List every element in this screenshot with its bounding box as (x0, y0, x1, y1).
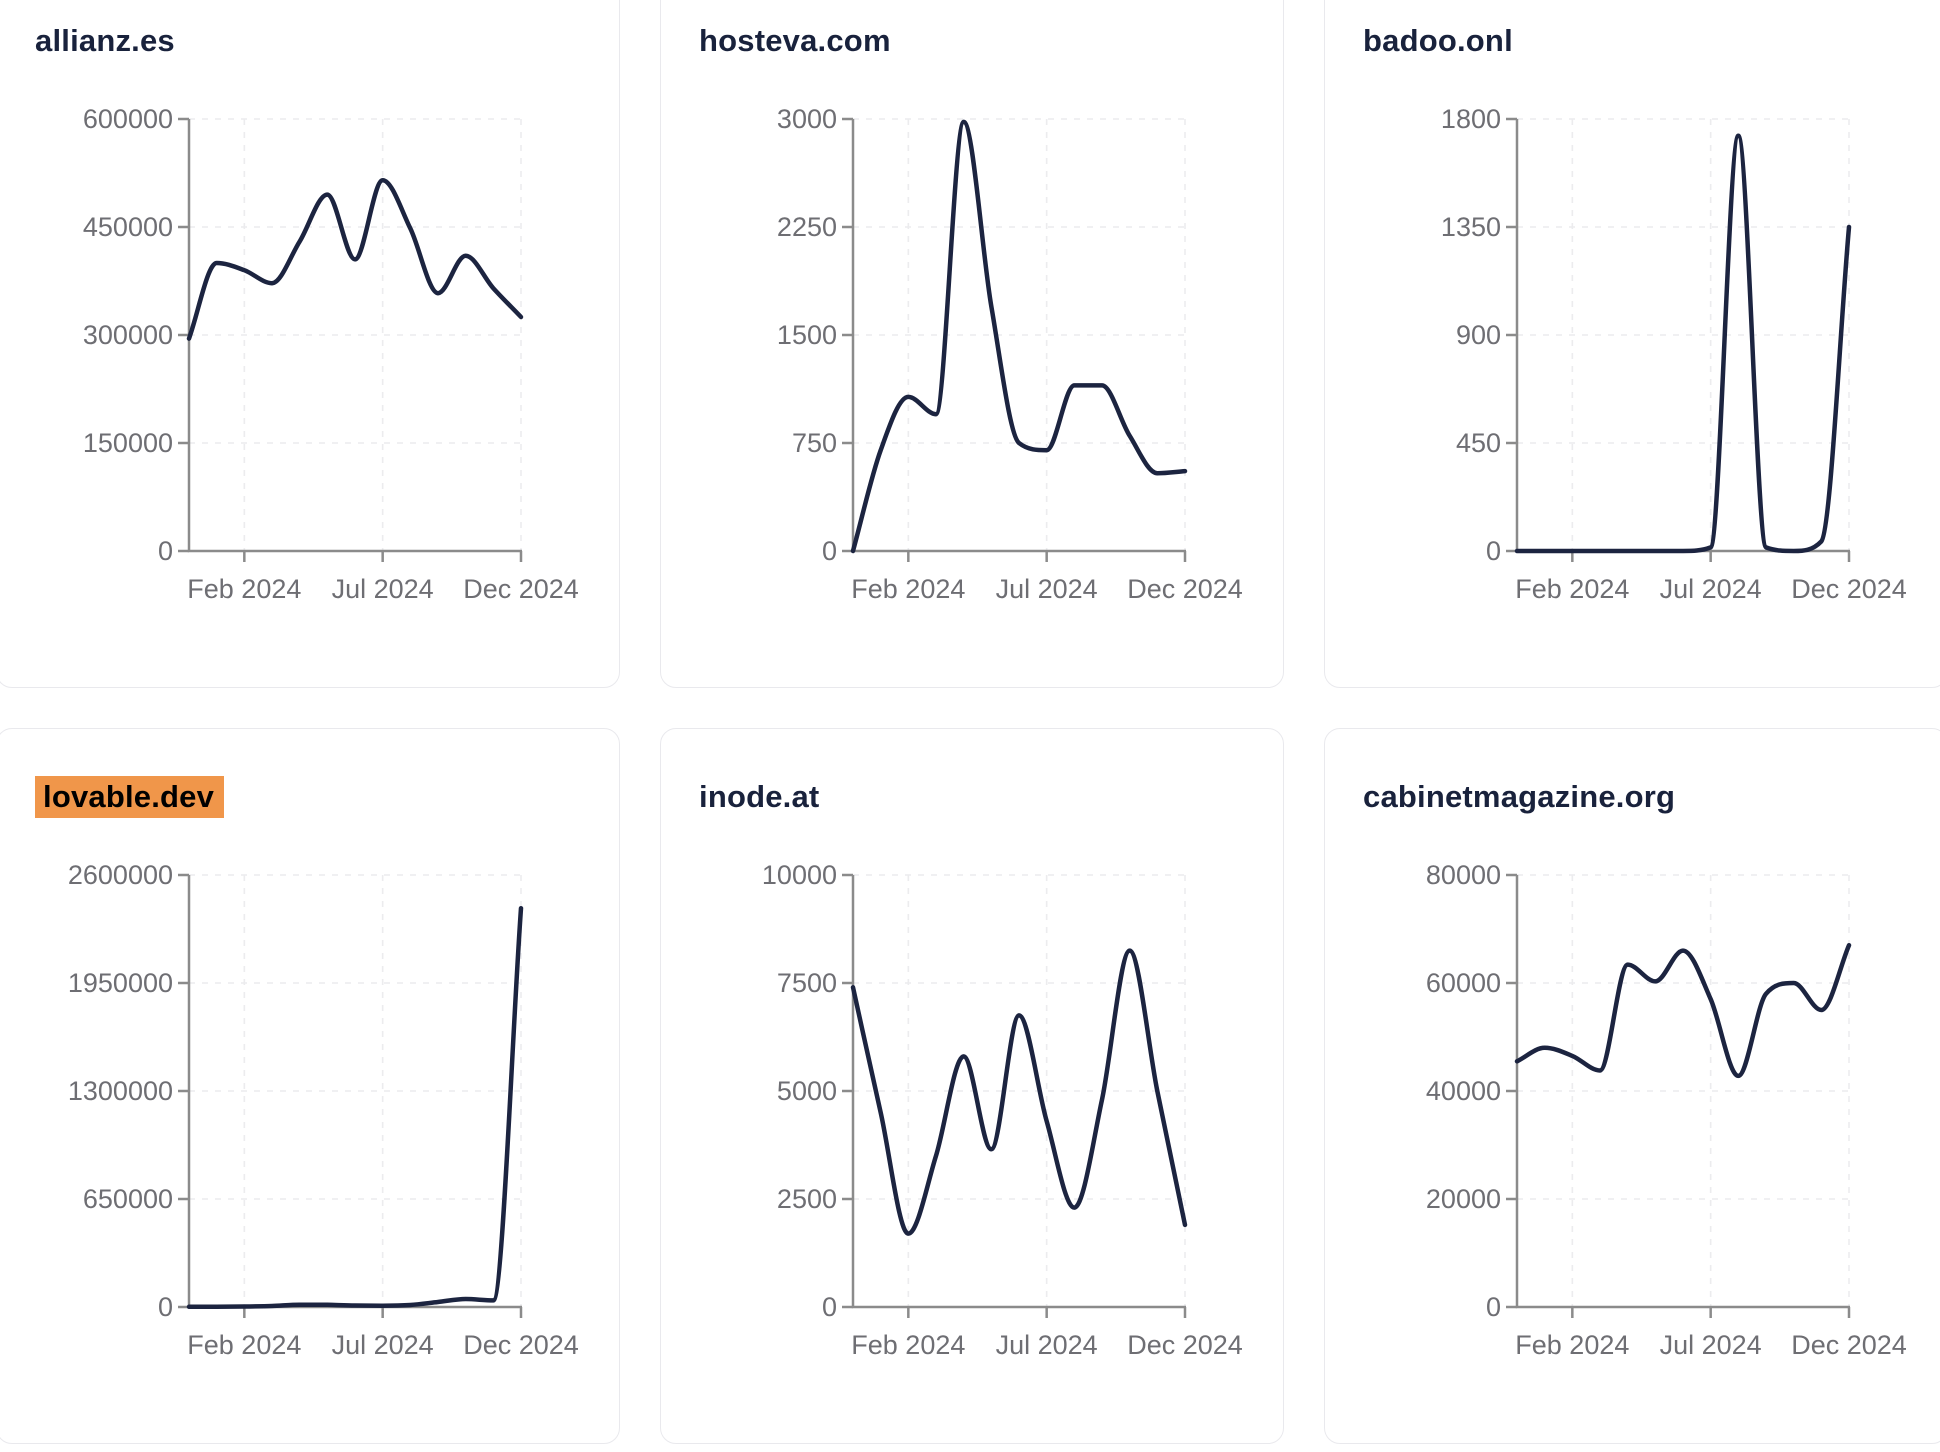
y-axis-tick-label: 80000 (1426, 860, 1501, 890)
y-axis-tick-label: 40000 (1426, 1076, 1501, 1106)
axis-lines (187, 119, 522, 553)
x-axis-tick-label: Jul 2024 (1660, 1330, 1762, 1360)
domain-card-inode-at: inode.at 0 2500 5000 7500 10000 Feb 2024 Jul 2… (660, 728, 1284, 1444)
y-axis-tick-label: 600000 (83, 104, 173, 134)
y-axis-tick-label: 60000 (1426, 968, 1501, 998)
domain-title-text: badoo.onl (1363, 23, 1513, 58)
x-axis-tick-label: Jul 2024 (996, 574, 1098, 604)
x-axis-tick-label: Dec 2024 (1127, 574, 1243, 604)
card-title: allianz.es (35, 19, 175, 63)
x-axis-tick-label: Dec 2024 (463, 574, 579, 604)
y-axis-tick-label: 0 (158, 1292, 173, 1322)
domain-title-text: inode.at (699, 779, 820, 814)
y-axis-tick-label: 750 (792, 428, 837, 458)
y-axis-tick-label: 1300000 (68, 1076, 173, 1106)
y-axis-tick-label: 3000 (777, 104, 837, 134)
series-line (1514, 133, 1852, 554)
series-line (1514, 942, 1852, 1079)
y-axis-tick-label: 2250 (777, 212, 837, 242)
domain-card-allianz-es: allianz.es 0 150000 300000 450000 600000 Feb … (0, 0, 620, 688)
x-axis-tick-label: Dec 2024 (463, 1330, 579, 1360)
line-chart-hosteva-com: 0 750 1500 2250 3000 Feb 2024 Jul 2024 Dec 2024 (777, 104, 1243, 604)
y-axis-tick-label: 1950000 (68, 968, 173, 998)
x-axis-tick-label: Jul 2024 (996, 1330, 1098, 1360)
x-axis-tick-label: Feb 2024 (187, 1330, 301, 1360)
axis-lines (851, 119, 1186, 553)
axis-lines (851, 875, 1186, 1309)
domain-card-hosteva-com: hosteva.com 0 750 1500 2250 3000 Feb 2024 Jul … (660, 0, 1284, 688)
x-axis-tick-label: Dec 2024 (1791, 1330, 1907, 1360)
x-axis-tick-label: Jul 2024 (332, 574, 434, 604)
card-title: cabinetmagazine.org (1363, 775, 1675, 819)
line-chart-cabinetmagazine-org: 0 20000 40000 60000 80000 Feb 2024 Jul 2024 Dec… (1426, 860, 1907, 1360)
card-title: hosteva.com (699, 19, 891, 63)
x-axis-tick-label: Jul 2024 (1660, 574, 1762, 604)
y-axis-tick-label: 2600000 (68, 860, 173, 890)
series-line (186, 905, 524, 1310)
x-axis-tick-label: Jul 2024 (332, 1330, 434, 1360)
x-axis-tick-label: Feb 2024 (851, 574, 965, 604)
line-chart-lovable-dev: 0 650000 1300000 1950000 2600000 Feb 2024 Jul … (68, 860, 579, 1360)
y-axis-tick-label: 450 (1456, 428, 1501, 458)
series-line (850, 948, 1188, 1236)
domain-card-cabinetmagazine-org: cabinetmagazine.org 0 20000 40000 60000 8000… (1324, 728, 1940, 1444)
x-axis-tick-label: Feb 2024 (187, 574, 301, 604)
y-axis-tick-label: 300000 (83, 320, 173, 350)
y-axis-tick-label: 5000 (777, 1076, 837, 1106)
y-axis-tick-label: 1800 (1441, 104, 1501, 134)
line-chart-allianz-es: 0 150000 300000 450000 600000 Feb 2024 Jul 202… (83, 104, 579, 604)
y-axis-tick-label: 2500 (777, 1184, 837, 1214)
domain-title-text: hosteva.com (699, 23, 891, 58)
line-chart-badoo-onl: 0 450 900 1350 1800 Feb 2024 Jul 2024 Dec 2024 (1441, 104, 1907, 604)
domain-title-text: cabinetmagazine.org (1363, 779, 1676, 814)
x-axis-tick-label: Dec 2024 (1127, 1330, 1243, 1360)
domain-title-text: allianz.es (35, 23, 175, 58)
series-line (186, 177, 524, 341)
domain-card-badoo-onl: badoo.onl 0 450 900 1350 1800 Feb 2024 Jul 202… (1324, 0, 1940, 688)
card-title: lovable.dev (35, 775, 225, 819)
y-axis-tick-label: 20000 (1426, 1184, 1501, 1214)
x-axis-tick-label: Dec 2024 (1791, 574, 1907, 604)
y-axis-tick-label: 1350 (1441, 212, 1501, 242)
y-axis-tick-label: 0 (1486, 536, 1501, 566)
card-title: badoo.onl (1363, 19, 1513, 63)
y-axis-tick-label: 0 (822, 536, 837, 566)
series-line (850, 119, 1188, 554)
y-axis-tick-label: 650000 (83, 1184, 173, 1214)
axis-lines (1515, 119, 1850, 553)
line-chart-inode-at: 0 2500 5000 7500 10000 Feb 2024 Jul 2024 Dec 20… (762, 860, 1243, 1360)
y-axis-tick-label: 10000 (762, 860, 837, 890)
axis-lines (1515, 875, 1850, 1309)
card-title: inode.at (699, 775, 819, 819)
y-axis-tick-label: 450000 (83, 212, 173, 242)
domain-title-text-highlighted: lovable.dev (35, 776, 225, 818)
x-axis-tick-label: Feb 2024 (1515, 574, 1629, 604)
y-axis-tick-label: 0 (158, 536, 173, 566)
y-axis-tick-label: 900 (1456, 320, 1501, 350)
axis-lines (187, 875, 522, 1309)
y-axis-tick-label: 0 (822, 1292, 837, 1322)
x-axis-tick-label: Feb 2024 (1515, 1330, 1629, 1360)
y-axis-tick-label: 0 (1486, 1292, 1501, 1322)
y-axis-tick-label: 150000 (83, 428, 173, 458)
domain-card-lovable-dev: lovable.dev 0 650000 1300000 1950000 2600000… (0, 728, 620, 1444)
x-axis-tick-label: Feb 2024 (851, 1330, 965, 1360)
y-axis-tick-label: 7500 (777, 968, 837, 998)
y-axis-tick-label: 1500 (777, 320, 837, 350)
